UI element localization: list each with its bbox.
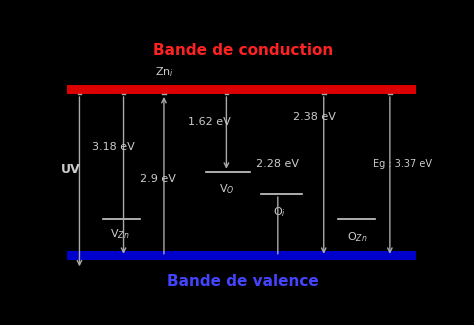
Text: Eg : 3.37 eV: Eg : 3.37 eV xyxy=(374,159,432,169)
Text: 2.38 eV: 2.38 eV xyxy=(292,111,336,122)
Text: 1.62 eV: 1.62 eV xyxy=(188,117,230,126)
Text: Bande de valence: Bande de valence xyxy=(167,274,319,289)
Text: V$_O$: V$_O$ xyxy=(219,182,234,196)
Text: O$_i$: O$_i$ xyxy=(273,205,286,219)
Text: V$_{Zn}$: V$_{Zn}$ xyxy=(110,227,129,241)
Text: Bande de conduction: Bande de conduction xyxy=(153,43,333,58)
Text: Zn$_i$: Zn$_i$ xyxy=(155,65,173,79)
Text: UV: UV xyxy=(61,162,81,176)
Text: 3.18 eV: 3.18 eV xyxy=(92,142,135,151)
Text: 2.28 eV: 2.28 eV xyxy=(256,159,299,169)
Text: O$_{Zn}$: O$_{Zn}$ xyxy=(346,230,367,244)
Text: 2.9 eV: 2.9 eV xyxy=(140,174,176,184)
